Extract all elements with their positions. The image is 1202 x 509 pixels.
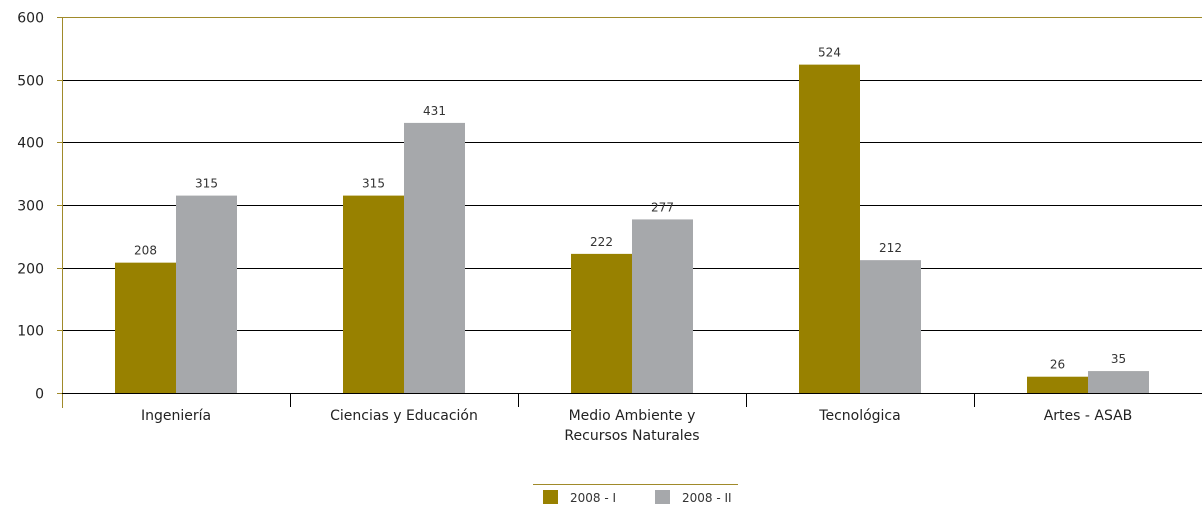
y-tick-label-200: 200	[17, 262, 44, 278]
data-label-series1-4: 26	[1050, 358, 1065, 372]
data-label-series1-3: 524	[818, 46, 841, 60]
bar-series2-1	[404, 122, 465, 393]
bar-series1-2	[571, 253, 632, 393]
y-tick-label-100: 100	[17, 324, 44, 340]
category-label-0: Ingeniería	[141, 408, 211, 424]
bar-series2-2	[632, 219, 693, 393]
data-label-series1-1: 315	[362, 177, 385, 191]
data-label-series2-0: 315	[195, 177, 218, 191]
data-label-series1-0: 208	[134, 244, 157, 258]
legend-label-series2: 2008 - II	[682, 491, 732, 505]
category-label-2-line1: Recursos Naturales	[564, 428, 699, 444]
category-label-1: Ciencias y Educación	[330, 408, 478, 424]
y-tick-labels: 0 100 200 300 400 500 600	[17, 11, 44, 403]
bar-series2-3	[860, 260, 921, 393]
y-tick-label-0: 0	[35, 387, 44, 403]
bar-series2-0	[176, 195, 237, 393]
x-category-labels: Ingeniería Ciencias y Educación Medio Ambi…	[141, 408, 1132, 444]
y-tick-label-500: 500	[17, 74, 44, 90]
legend-swatch-series2	[655, 490, 670, 504]
y-tick-label-600: 600	[17, 11, 44, 27]
category-label-4: Artes - ASAB	[1044, 408, 1133, 424]
bar-series1-0	[115, 262, 176, 393]
bars	[115, 64, 1149, 394]
legend-label-series1: 2008 - I	[570, 491, 616, 505]
bar-series1-1	[343, 195, 404, 393]
gridlines	[62, 17, 1202, 331]
data-label-series2-1: 431	[423, 104, 446, 118]
bar-series2-4	[1088, 371, 1149, 393]
data-label-series2-2: 277	[651, 200, 674, 214]
bar-series1-4	[1027, 376, 1088, 393]
data-labels: 208 315 315 431 222 277 524 212 26 35	[134, 46, 1126, 372]
legend: 2008 - I 2008 - II	[533, 484, 738, 505]
y-tick-label-300: 300	[17, 199, 44, 215]
data-label-series2-3: 212	[879, 241, 902, 255]
legend-swatch-series1	[543, 490, 558, 504]
data-label-series1-2: 222	[590, 235, 613, 249]
axes	[57, 17, 1202, 408]
data-label-series2-4: 35	[1111, 352, 1126, 366]
category-label-2-line0: Medio Ambiente y	[569, 408, 696, 424]
y-tick-label-400: 400	[17, 136, 44, 152]
bar-series1-3	[799, 64, 860, 394]
category-label-3: Tecnológica	[818, 408, 900, 424]
